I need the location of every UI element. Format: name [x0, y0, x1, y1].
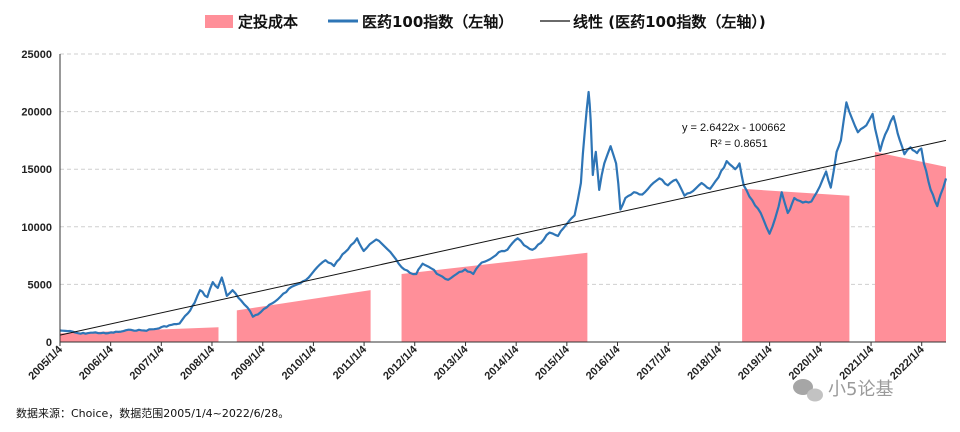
y-axis-ticks: 0 5000 10000 15000 20000 25000 [21, 49, 52, 349]
x-tick-label: 2013/1/4 [432, 343, 471, 382]
x-tick-label: 2022/1/4 [888, 343, 927, 382]
x-tick-label: 2011/1/4 [331, 343, 370, 382]
x-tick-label: 2020/1/4 [787, 343, 826, 382]
x-tick-label: 2019/1/4 [736, 343, 775, 382]
x-tick-label: 2018/1/4 [685, 343, 724, 382]
legend-label-index: 医药100指数（左轴） [362, 13, 513, 31]
x-tick-label: 2006/1/4 [77, 343, 116, 382]
legend: 定投成本 医药100指数（左轴） 线性 (医药100指数（左轴）) [205, 13, 766, 31]
cost-area-segment [60, 327, 219, 342]
x-tick-label: 2008/1/4 [178, 343, 217, 382]
x-tick-label: 2009/1/4 [229, 343, 268, 382]
x-tick-label: 2014/1/4 [483, 343, 522, 382]
y-tick-label: 10000 [21, 222, 52, 234]
x-tick-label: 2010/1/4 [280, 343, 319, 382]
y-tick-label: 25000 [21, 49, 52, 61]
y-tick-label: 15000 [21, 164, 52, 176]
x-tick-label: 2021/1/4 [837, 343, 876, 382]
cost-area-segment [742, 188, 850, 342]
cost-area-segment [874, 151, 946, 342]
trend-line [59, 139, 947, 336]
watermark-text: 小5论基 [828, 379, 893, 400]
legend-swatch-cost [205, 15, 233, 28]
legend-label-trend: 线性 (医药100指数（左轴）) [573, 13, 766, 31]
y-tick-label: 20000 [21, 107, 52, 119]
index-line [59, 90, 948, 335]
cost-area-segment [401, 252, 588, 342]
y-tick-label: 5000 [28, 279, 52, 291]
x-tick-label: 2017/1/4 [635, 343, 674, 382]
x-tick-label: 2007/1/4 [128, 343, 167, 382]
cost-area [60, 151, 946, 342]
x-tick-label: 2016/1/4 [584, 343, 623, 382]
source-note: 数据来源：Choice，数据范围2005/1/4~2022/6/28。 [16, 406, 289, 420]
x-axis-ticks: 2005/1/4 2006/1/4 2007/1/4 2008/1/4 2009/1/4… [26, 342, 927, 382]
x-tick-label: 2015/1/4 [533, 343, 572, 382]
cost-area-segment [236, 290, 371, 342]
trend-equation: y = 2.6422x - 100662 [682, 122, 786, 134]
legend-label-cost: 定投成本 [238, 13, 298, 31]
watermark: 小5论基 [793, 379, 893, 402]
trend-r-squared: R² = 0.8651 [710, 138, 768, 150]
chat-bubble-icon [793, 379, 823, 402]
y-tick-label: 0 [46, 337, 52, 349]
x-tick-label: 2012/1/4 [381, 343, 420, 382]
